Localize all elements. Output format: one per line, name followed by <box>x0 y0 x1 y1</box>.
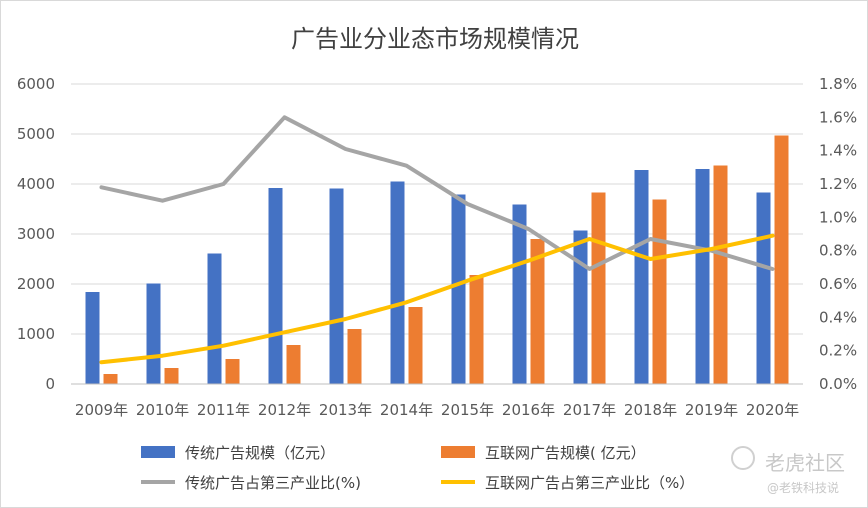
x-tick-label: 2009年 <box>75 401 128 419</box>
y-left-tick-label: 1000 <box>17 325 55 343</box>
y-right-tick-label: 1.8% <box>819 75 857 93</box>
x-tick-label: 2018年 <box>624 401 677 419</box>
x-tick-label: 2012年 <box>258 401 311 419</box>
line-internet-share <box>99 233 775 365</box>
chart-title: 广告业分业态市场规模情况 <box>291 25 579 53</box>
x-tick-label: 2020年 <box>746 401 799 419</box>
y-right-tick-label: 0.4% <box>819 308 857 326</box>
watermark-handle: @老铁科技说 <box>767 481 840 495</box>
bar-internet <box>286 345 301 384</box>
x-tick-label: 2014年 <box>380 401 433 419</box>
x-tick-label: 2019年 <box>685 401 738 419</box>
bar-traditional <box>634 170 649 384</box>
line-traditional-share <box>99 115 775 271</box>
y-left-tick-label: 2000 <box>17 275 55 293</box>
bar-traditional <box>451 194 466 384</box>
bar-internet <box>469 275 484 384</box>
bar-internet <box>103 374 118 384</box>
bar-traditional <box>329 188 344 384</box>
y-right-tick-label: 0.0% <box>819 375 857 393</box>
y-right-tick-label: 0.8% <box>819 242 857 260</box>
bar-internet <box>713 165 728 384</box>
legend-label: 传统广告规模（亿元） <box>185 444 335 462</box>
legend-label: 互联网广告规模( 亿元） <box>485 444 646 462</box>
y-right-tick-label: 0.6% <box>819 275 857 293</box>
bar-traditional <box>695 169 710 384</box>
x-tick-label: 2016年 <box>502 401 555 419</box>
bar-internet <box>530 239 545 384</box>
bar-traditional <box>512 204 527 384</box>
legend-label: 传统广告占第三产业比(%) <box>185 474 361 492</box>
legend-swatch <box>141 446 175 458</box>
y-left-tick-label: 5000 <box>17 125 55 143</box>
x-tick-label: 2011年 <box>197 401 250 419</box>
bar-internet <box>225 359 240 384</box>
x-tick-label: 2013年 <box>319 401 372 419</box>
y-right-tick-label: 1.2% <box>819 175 857 193</box>
bar-traditional <box>573 230 588 384</box>
legend-label: 互联网广告占第三产业比（%） <box>485 474 694 492</box>
bar-traditional <box>85 292 100 384</box>
y-left-tick-label: 4000 <box>17 175 55 193</box>
y-right-tick-label: 0.2% <box>819 342 857 360</box>
y-right-tick-label: 1.0% <box>819 208 857 226</box>
bar-traditional <box>756 192 771 384</box>
x-tick-label: 2010年 <box>136 401 189 419</box>
bar-traditional <box>390 181 405 384</box>
y-left-tick-label: 3000 <box>17 225 55 243</box>
legend-swatch <box>441 446 475 458</box>
y-right-tick-label: 1.6% <box>819 108 857 126</box>
bar-traditional <box>207 253 222 384</box>
watermark-logo-icon <box>731 446 755 470</box>
bar-internet <box>164 368 179 384</box>
bar-internet <box>591 192 606 384</box>
bar-traditional <box>146 283 161 384</box>
y-left-tick-label: 0 <box>45 375 55 393</box>
y-right-tick-label: 1.4% <box>819 142 857 160</box>
bar-internet <box>408 307 423 384</box>
watermark-brand: 老虎社区 <box>765 451 845 475</box>
x-tick-label: 2015年 <box>441 401 494 419</box>
x-tick-label: 2017年 <box>563 401 616 419</box>
bar-internet <box>347 329 362 384</box>
bar-traditional <box>268 188 283 384</box>
bar-internet <box>774 135 789 384</box>
y-left-tick-label: 6000 <box>17 75 55 93</box>
bar-internet <box>652 199 667 384</box>
